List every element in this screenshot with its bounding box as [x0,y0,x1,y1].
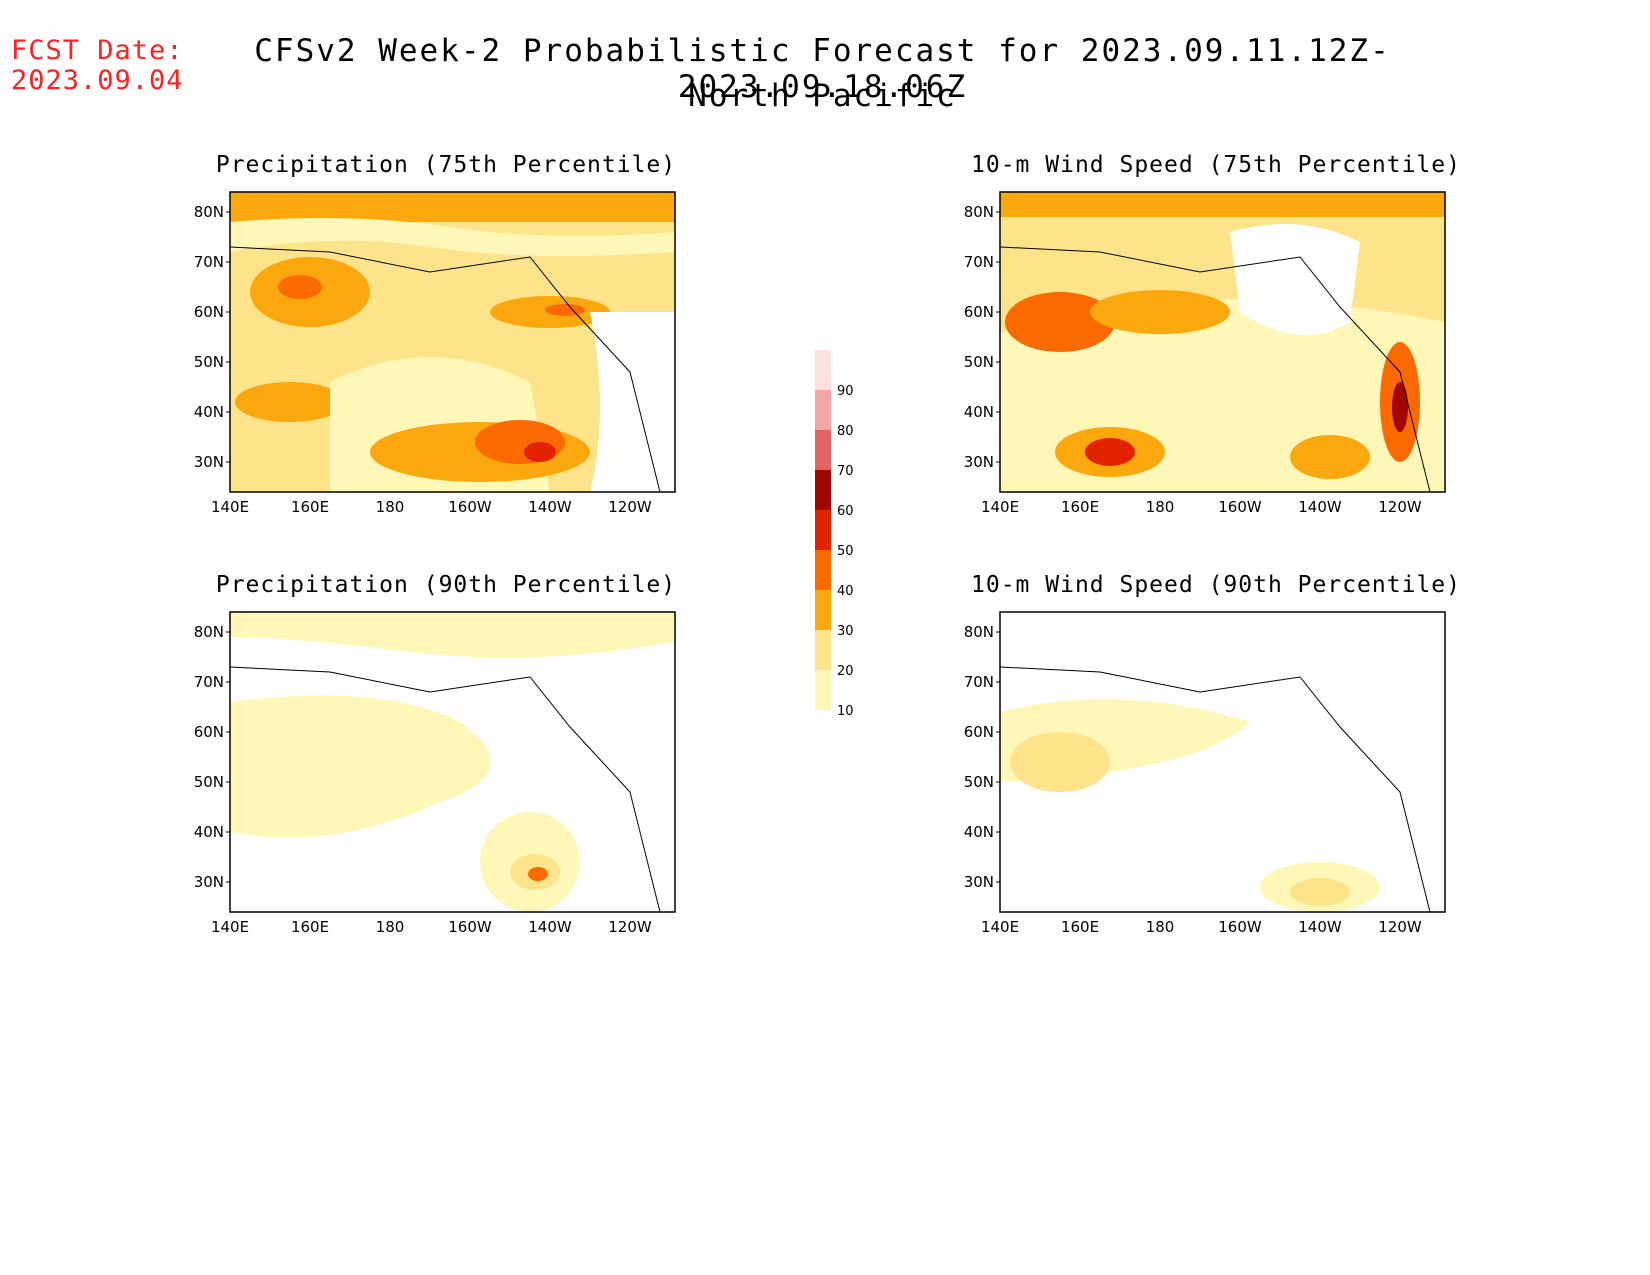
colorbar-swatch [815,430,831,470]
lat-tick-label: 40N [194,823,224,841]
lat-tick-label: 30N [964,873,994,891]
colorbar-label: 20 [837,664,854,679]
panel-title: Precipitation (75th Percentile) [215,152,677,178]
lat-tick-label: 50N [194,773,224,791]
lat-tick-label: 70N [194,673,224,691]
lon-tick-label: 140W [528,918,572,936]
colorbar: 10 20 30 40 50 60 70 80 90 [815,350,854,719]
lon-tick-label: 140E [211,918,249,936]
lat-tick-label: 50N [194,353,224,371]
colorbar-label: 80 [837,424,854,439]
colorbar-swatch [815,550,831,590]
lon-tick-label: 140W [1298,498,1342,516]
fcst-date-value: 2023.09.04 [11,65,184,96]
map-wind-75: 80N 70N 60N 50N 40N 30N 140E 160E 180 160W 140W 120… [964,191,1446,516]
lat-tick-label: 80N [194,203,224,221]
lon-tick-label: 140E [211,498,249,516]
panel-title: Precipitation (90th Percentile) [215,572,677,598]
lat-tick-label: 60N [194,303,224,321]
panel-title: 10-m Wind Speed (90th Percentile) [971,572,1461,598]
lat-tick-label: 80N [964,623,994,641]
lon-tick-label: 140E [981,498,1019,516]
map-precip-90: 80N 70N 60N 50N 40N 30N 140E 160E 180 160W 140W 120… [194,611,676,936]
lon-tick-label: 120W [1378,918,1422,936]
lon-tick-label: 160E [1061,918,1099,936]
lon-tick-label: 180 [1146,918,1175,936]
panel-precip-75: Precipitation (75th Percentile) 80N 70N 60… [186,152,706,516]
map-wind-90: 80N 70N 60N 50N 40N 30N 140E 160E 180 160W 140W 120… [964,611,1446,936]
panel-wind-75: 10-m Wind Speed (75th Percentile) 80N 70N… [956,152,1476,516]
page-title: CFSv2 Week-2 Probabilistic Forecast for … [254,33,1391,105]
colorbar-swatch [815,350,831,390]
lon-tick-label: 120W [608,498,652,516]
lat-tick-label: 30N [194,873,224,891]
colorbar-label: 30 [837,624,854,639]
lat-tick-label: 70N [964,673,994,691]
lat-tick-label: 70N [964,253,994,271]
panel-title: 10-m Wind Speed (75th Percentile) [971,152,1461,178]
fcst-date-block: FCST Date: 2023.09.04 [11,36,184,96]
lon-tick-label: 180 [376,498,405,516]
lon-tick-label: 160W [1218,498,1262,516]
colorbar-label: 40 [837,584,854,599]
lat-tick-label: 60N [964,723,994,741]
lon-tick-label: 180 [1146,498,1175,516]
lat-tick-label: 70N [194,253,224,271]
region-subtitle: North Pacific [688,78,957,114]
lon-tick-label: 140W [1298,918,1342,936]
colorbar-swatch [815,670,831,710]
lat-tick-label: 50N [964,773,994,791]
colorbar-label: 10 [837,704,854,719]
panel-precip-90: Precipitation (90th Percentile) 80N 70N 60… [186,572,706,936]
colorbar-swatch [815,390,831,430]
colorbar-swatch [815,630,831,670]
lon-tick-label: 140E [981,918,1019,936]
lon-tick-label: 180 [376,918,405,936]
colorbar-label: 90 [837,384,854,399]
lat-tick-label: 30N [194,453,224,471]
map-precip-75: 80N 70N 60N 50N 40N 30N 140E 160E 180 160W 140W 120… [194,191,676,516]
colorbar-label: 70 [837,464,854,479]
colorbar-swatch [815,510,831,550]
lon-tick-label: 160E [291,498,329,516]
lat-tick-label: 80N [964,203,994,221]
lon-tick-label: 160W [448,918,492,936]
colorbar-swatch [815,470,831,510]
lon-tick-label: 160E [291,918,329,936]
fcst-date-label: FCST Date: [11,35,184,66]
lat-tick-label: 30N [964,453,994,471]
lat-tick-label: 40N [194,403,224,421]
lon-tick-label: 120W [1378,498,1422,516]
panel-wind-90: 10-m Wind Speed (90th Percentile) 80N 70N… [956,572,1476,936]
colorbar-swatch [815,590,831,630]
lat-tick-label: 50N [964,353,994,371]
lon-tick-label: 120W [608,918,652,936]
lat-tick-label: 60N [964,303,994,321]
lat-tick-label: 40N [964,403,994,421]
lat-tick-label: 60N [194,723,224,741]
lon-tick-label: 160W [1218,918,1262,936]
colorbar-label: 60 [837,504,854,519]
lat-tick-label: 80N [194,623,224,641]
lon-tick-label: 160W [448,498,492,516]
lon-tick-label: 160E [1061,498,1099,516]
lon-tick-label: 140W [528,498,572,516]
colorbar-label: 50 [837,544,854,559]
lat-tick-label: 40N [964,823,994,841]
